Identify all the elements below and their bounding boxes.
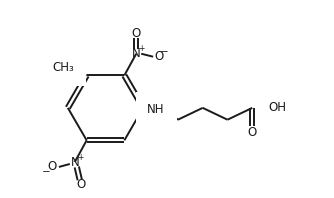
Text: O: O [76, 178, 86, 191]
Text: −: − [42, 167, 50, 177]
Text: O: O [132, 27, 141, 40]
Text: +: + [139, 44, 145, 53]
Text: CH₃: CH₃ [52, 61, 74, 74]
Text: +: + [77, 153, 84, 162]
Text: NH: NH [147, 103, 165, 116]
Text: −: − [160, 47, 168, 57]
Text: O: O [154, 50, 164, 63]
Text: O: O [247, 126, 257, 139]
Text: OH: OH [268, 101, 286, 114]
Text: N: N [70, 155, 79, 168]
Text: N: N [132, 47, 141, 60]
Text: O: O [47, 160, 56, 173]
